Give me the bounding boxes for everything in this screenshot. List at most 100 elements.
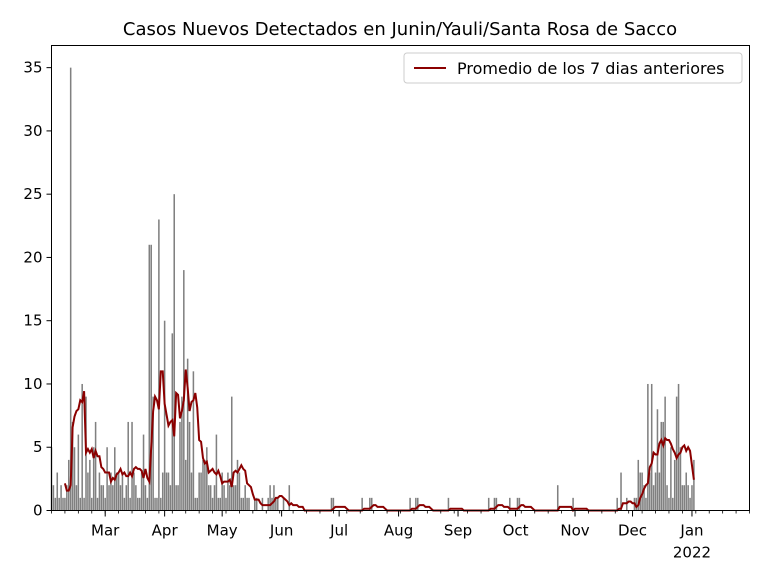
bar	[658, 472, 661, 511]
bar	[662, 421, 664, 511]
bar	[416, 497, 419, 511]
bar	[415, 497, 417, 511]
bar	[94, 421, 97, 511]
bar	[361, 497, 363, 511]
bar	[635, 497, 638, 511]
bar	[693, 459, 695, 511]
bar	[158, 219, 160, 511]
bar	[160, 497, 162, 511]
y-tick-label: 5	[33, 438, 43, 456]
bar	[198, 472, 200, 511]
bar	[67, 459, 70, 511]
bar	[135, 485, 137, 511]
x-tick-label: Sep	[444, 522, 472, 540]
bar	[112, 485, 114, 511]
x-axis: Mar Apr May Jun Jul Aug Sep Oct Nov Dec Jan 2022	[51, 510, 750, 562]
bar	[106, 447, 108, 511]
bar	[230, 396, 233, 511]
bar	[129, 497, 131, 511]
bar	[687, 485, 689, 511]
bar	[165, 472, 168, 511]
bar	[115, 472, 118, 511]
bar	[246, 497, 248, 511]
bar	[138, 497, 141, 511]
bar	[137, 497, 139, 511]
bar	[163, 320, 166, 511]
bar	[232, 485, 235, 511]
bar	[255, 497, 258, 511]
bar	[637, 459, 640, 511]
bar	[236, 459, 239, 511]
bar	[238, 472, 241, 511]
bar	[516, 497, 519, 511]
bar	[656, 409, 659, 511]
x-tick-label: Apr	[152, 522, 179, 540]
bar	[150, 244, 152, 511]
bar	[219, 497, 222, 511]
y-tick-label: 25	[23, 185, 42, 203]
bar	[69, 67, 72, 511]
bar	[211, 497, 214, 511]
bar	[186, 358, 189, 511]
bar	[190, 472, 193, 511]
legend-label: Promedio de los 7 dias anteriores	[457, 59, 724, 78]
bar	[66, 485, 68, 511]
bar	[56, 472, 59, 511]
bar	[660, 421, 663, 511]
bar	[673, 459, 676, 511]
bar	[447, 497, 450, 511]
y-tick-label: 20	[23, 248, 42, 266]
bar	[572, 497, 574, 511]
bar	[487, 497, 490, 511]
bar	[117, 472, 120, 511]
bar	[188, 421, 191, 511]
bar	[679, 447, 682, 511]
bar	[77, 434, 80, 511]
bar	[670, 447, 672, 511]
bar	[110, 472, 112, 511]
bar	[509, 497, 511, 511]
bar	[666, 485, 668, 511]
bar	[672, 497, 674, 511]
bar	[75, 485, 78, 511]
y-tick-label: 15	[23, 312, 42, 330]
x-tick-label: Dec	[618, 522, 647, 540]
bar	[668, 497, 670, 511]
x-tick-label: Jul	[329, 522, 348, 540]
x-tick-label: May	[207, 522, 238, 540]
bar	[370, 497, 373, 511]
x-tick-label: Mar	[91, 522, 120, 540]
bar	[242, 497, 245, 511]
bar	[200, 472, 202, 511]
bar	[133, 472, 135, 511]
y-tick-label: 0	[33, 502, 43, 520]
bar	[104, 497, 106, 511]
bar	[161, 472, 164, 511]
bar	[62, 497, 64, 511]
bar	[332, 497, 335, 511]
bar	[148, 244, 151, 511]
bar	[683, 485, 686, 511]
y-tick-label: 30	[23, 122, 42, 140]
y-axis: 0 5 10 15 20 25 30 35	[23, 59, 52, 520]
bar	[140, 472, 143, 511]
bar	[282, 497, 285, 511]
bar	[650, 383, 653, 511]
bar	[146, 497, 149, 511]
bar	[121, 472, 124, 511]
bar	[207, 485, 210, 511]
bar	[98, 472, 101, 511]
bar	[206, 447, 208, 511]
bar	[685, 472, 687, 511]
bar	[64, 497, 66, 511]
x-tick-label: Jun	[269, 522, 293, 540]
bar	[79, 497, 82, 511]
bar	[167, 472, 170, 511]
bar	[556, 485, 559, 511]
legend-box	[403, 52, 743, 84]
bar	[71, 421, 74, 511]
bar	[102, 485, 105, 511]
bar	[123, 497, 126, 511]
bar	[54, 497, 57, 511]
